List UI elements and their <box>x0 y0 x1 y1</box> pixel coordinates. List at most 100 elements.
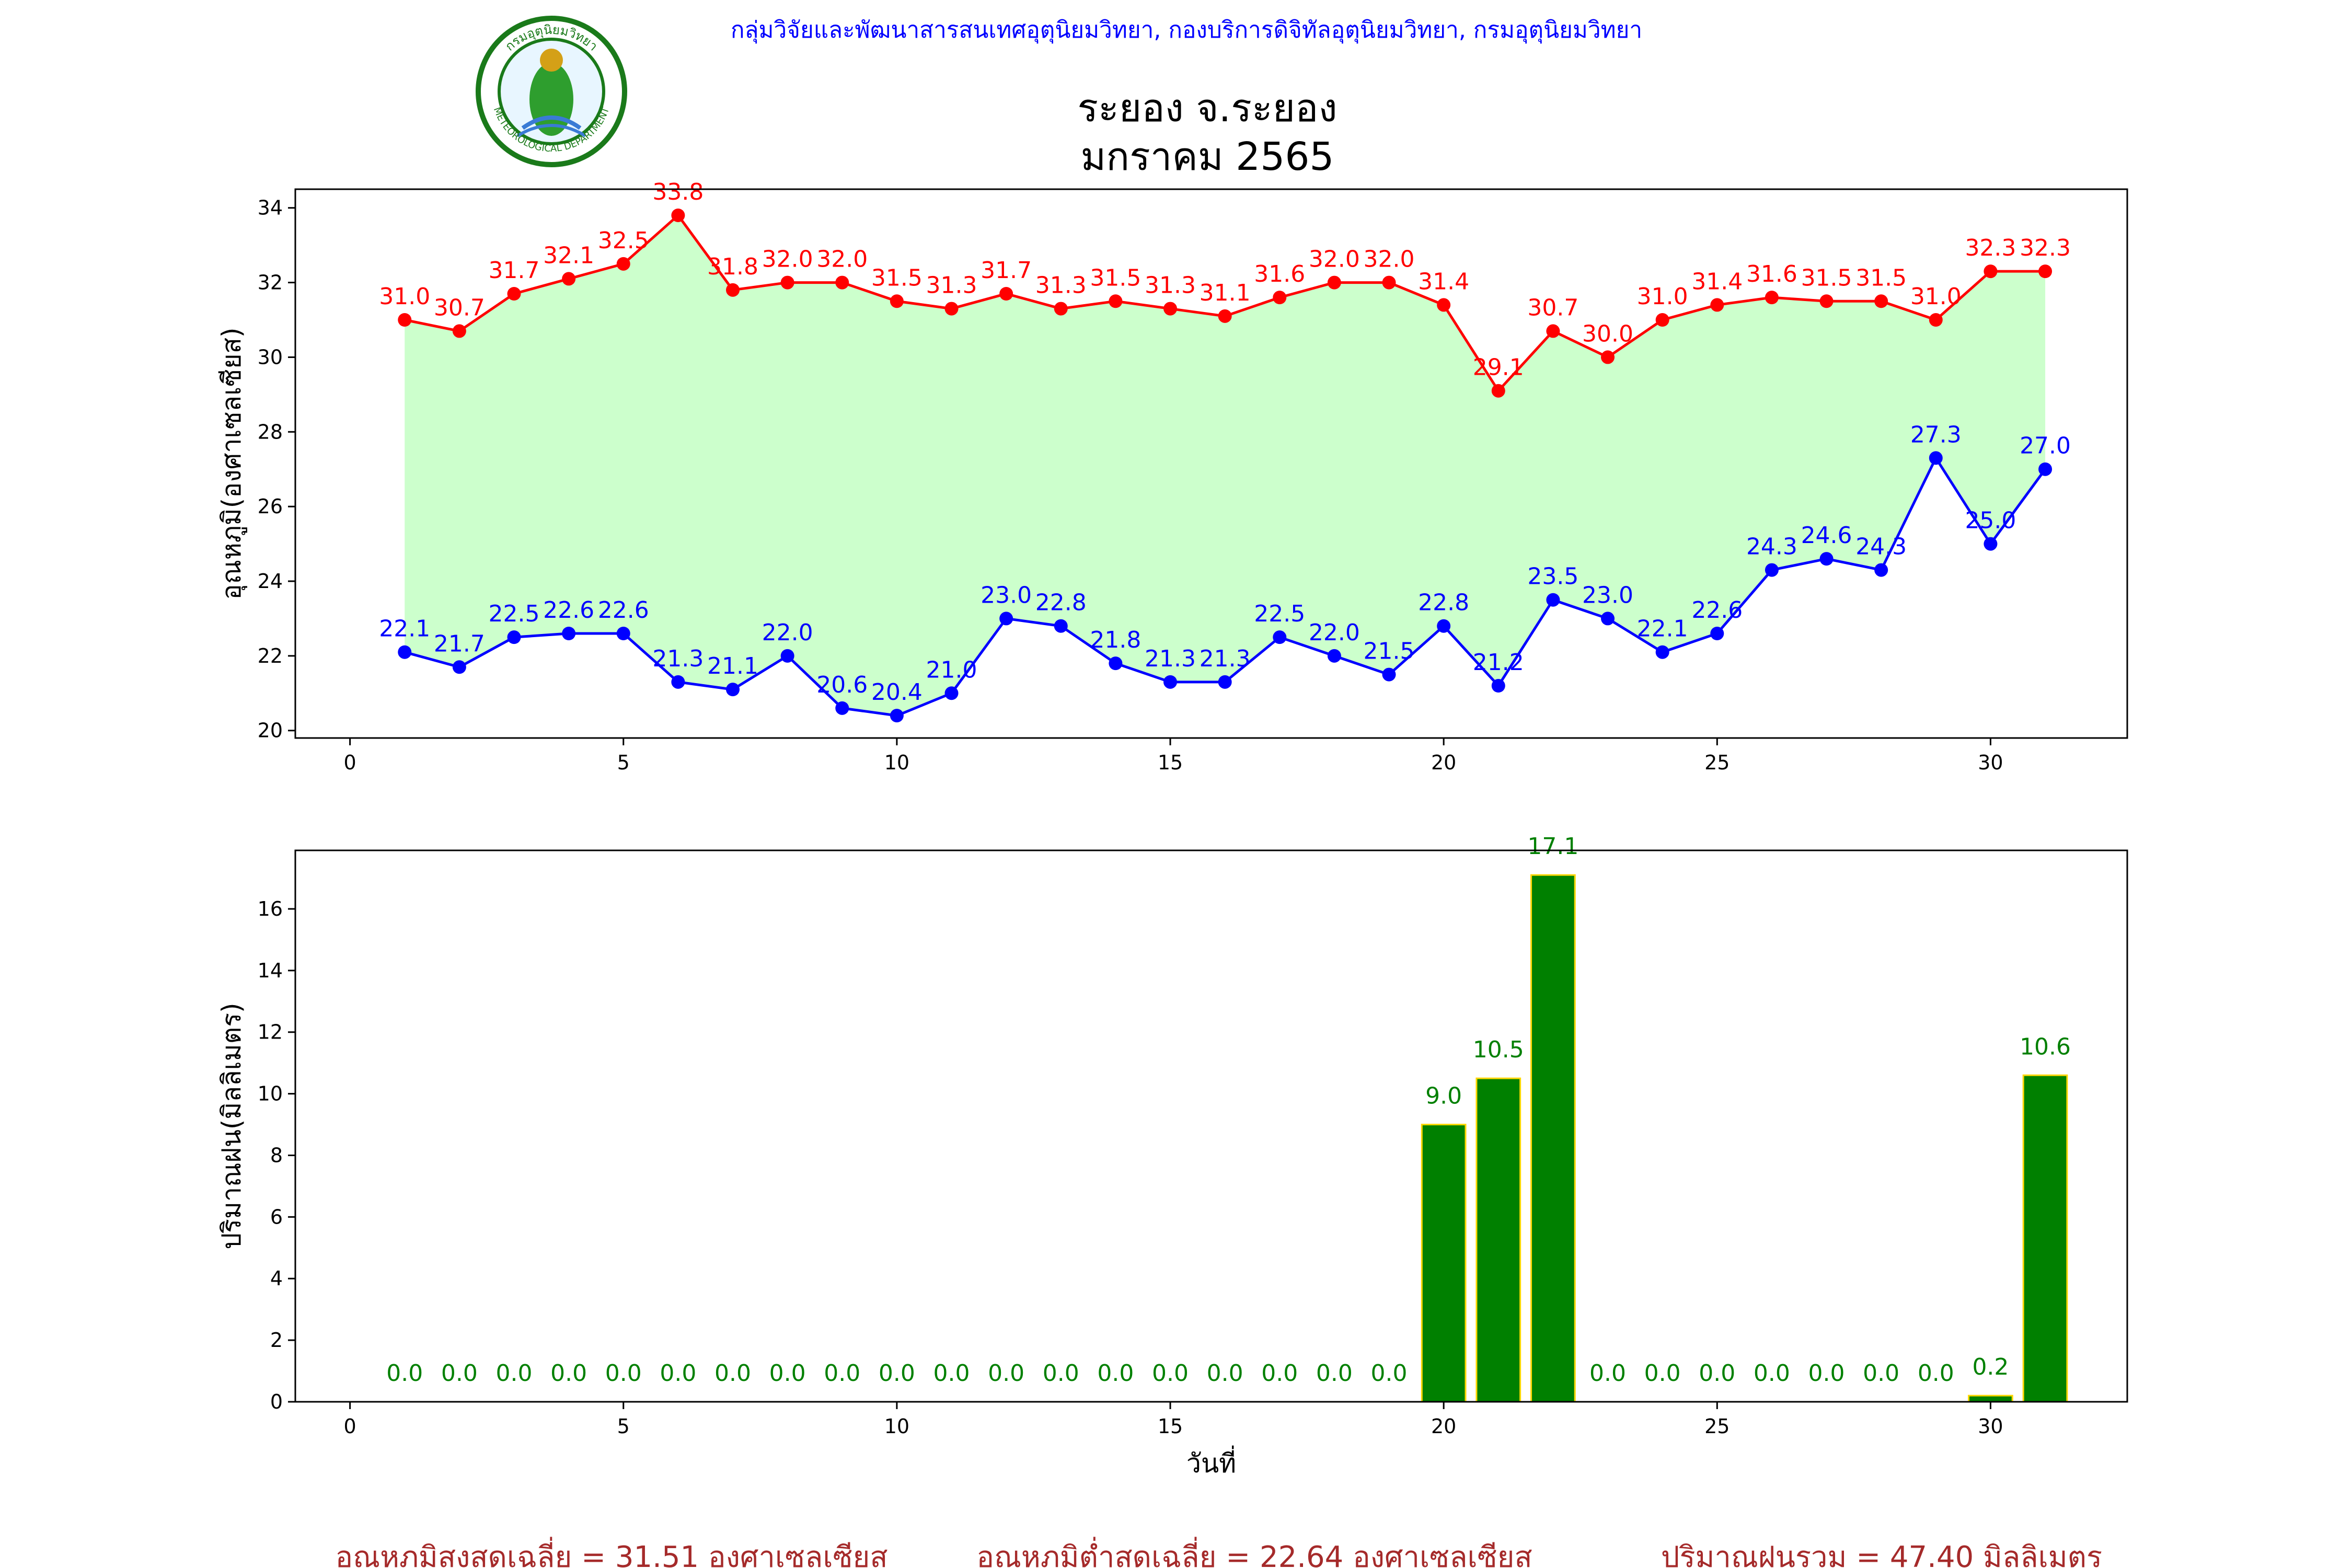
min-temp-point <box>1273 630 1287 644</box>
min-temp-value-label: 22.8 <box>1035 590 1087 616</box>
max-temp-point <box>1929 313 1943 327</box>
rain-value-label: 0.0 <box>824 1360 860 1387</box>
max-temp-value-label: 31.5 <box>1855 264 1907 291</box>
max-temp-value-label: 32.0 <box>816 246 868 273</box>
max-temp-point <box>398 313 412 327</box>
max-temp-point <box>1327 275 1341 290</box>
max-temp-value-label: 31.8 <box>707 253 758 280</box>
chart-title-line2: มกราคม 2565 <box>1080 134 1334 179</box>
temp-x-tick-label: 5 <box>617 751 630 774</box>
rain-value-label: 17.1 <box>1527 833 1578 860</box>
max-temp-value-label: 30.7 <box>1527 294 1578 321</box>
min-temp-value-label: 20.4 <box>871 679 923 706</box>
summary-total-rain: ปริมาณฝนรวม = 47.40 มิลลิเมตร <box>1661 1540 2102 1568</box>
max-temp-point <box>1437 298 1451 312</box>
rain-value-label: 0.0 <box>988 1360 1024 1387</box>
max-temp-point <box>835 275 849 290</box>
max-temp-point <box>890 294 904 308</box>
rain-value-label: 0.0 <box>1316 1360 1353 1387</box>
min-temp-value-label: 21.2 <box>1473 649 1524 676</box>
temp-x-tick-label: 0 <box>344 751 356 774</box>
rain-value-label: 0.0 <box>879 1360 915 1387</box>
min-temp-value-label: 23.0 <box>1582 582 1633 608</box>
temp-y-tick-label: 22 <box>258 644 283 667</box>
rain-value-label: 0.0 <box>1097 1360 1134 1387</box>
min-temp-value-label: 22.5 <box>489 601 540 627</box>
temp-x-tick-label: 10 <box>884 751 909 774</box>
rain-value-label: 0.0 <box>1754 1360 1790 1387</box>
rain-bar <box>1475 1077 1521 1403</box>
rain-bar <box>1530 874 1576 1403</box>
min-temp-point <box>671 675 685 689</box>
max-temp-value-label: 31.6 <box>1746 261 1797 287</box>
rain-value-label: 9.0 <box>1425 1083 1462 1110</box>
max-temp-value-label: 31.4 <box>1418 268 1469 295</box>
max-temp-point <box>562 272 576 286</box>
min-temp-point <box>1929 451 1943 465</box>
min-temp-point <box>1546 593 1560 607</box>
max-temp-point <box>1655 313 1669 327</box>
rain-value-label: 0.0 <box>550 1360 587 1387</box>
rain-x-axis-label: วันที่ <box>1186 1446 1236 1479</box>
rain-value-label: 0.2 <box>1972 1354 2009 1380</box>
rain-y-tick-label: 4 <box>270 1267 283 1290</box>
max-temp-point <box>1273 291 1287 305</box>
max-temp-point <box>1109 294 1123 308</box>
max-temp-point <box>1054 302 1068 316</box>
max-temp-value-label: 31.6 <box>1254 261 1305 287</box>
min-temp-point <box>1655 645 1669 659</box>
max-temp-value-label: 31.0 <box>1637 283 1688 310</box>
min-temp-value-label: 21.5 <box>1364 638 1415 665</box>
temperature-range-fill <box>405 215 2046 716</box>
rain-y-tick-label: 12 <box>258 1021 283 1044</box>
rain-value-label: 0.0 <box>605 1360 642 1387</box>
rain-y-tick-label: 14 <box>258 959 283 982</box>
rain-value-label: 0.0 <box>441 1360 478 1387</box>
min-temp-value-label: 24.6 <box>1801 522 1852 549</box>
max-temp-point <box>1218 309 1232 323</box>
min-temp-value-label: 22.6 <box>543 597 594 624</box>
min-temp-point <box>1601 612 1615 626</box>
rain-y-tick-label: 8 <box>270 1144 283 1167</box>
temp-x-tick-label: 20 <box>1431 751 1456 774</box>
min-temp-value-label: 21.3 <box>1145 645 1196 672</box>
rain-value-label: 0.0 <box>386 1360 423 1387</box>
rain-plot-frame <box>294 849 2128 1403</box>
min-temp-point <box>398 645 412 659</box>
min-temp-point <box>1382 667 1396 682</box>
min-temp-point <box>835 701 849 715</box>
max-temp-value-label: 32.0 <box>1309 246 1360 273</box>
max-temp-point <box>452 324 466 338</box>
meteorological-department-logo: กรมอุตุนิยมวิทยา METEOROLOGICAL DEPARTME… <box>476 16 627 167</box>
rain-value-label: 0.0 <box>1699 1360 1735 1387</box>
min-temp-point <box>616 627 630 640</box>
summary-avg-min: อุณหภูมิต่ำสุดเฉลี่ย = 22.64 องศาเซลเซีย… <box>976 1537 1532 1568</box>
min-temp-point <box>890 709 904 723</box>
min-temp-point <box>1163 675 1178 689</box>
rainfall-chart: 0.0 0.0 0.0 0.0 0.0 0.0 0.0 0.0 0.0 0.0 0.0 0.0 0.0 0… <box>216 833 2128 1479</box>
rain-value-label: 0.0 <box>1589 1360 1626 1387</box>
min-temp-value-label: 22.8 <box>1418 590 1469 616</box>
min-temp-value-label: 22.6 <box>1691 597 1743 624</box>
rain-bar <box>2022 1074 2068 1403</box>
min-temp-point <box>1491 679 1505 693</box>
rain-x-tick-label: 0 <box>344 1415 356 1438</box>
rain-y-tick-label: 2 <box>270 1329 283 1352</box>
rain-value-label: 0.0 <box>660 1360 696 1387</box>
organization-header: กลุ่มวิจัยและพัฒนาสารสนเทศอุตุนิยมวิทยา,… <box>731 17 1642 44</box>
max-temp-value-label: 31.3 <box>1145 272 1196 299</box>
temp-y-tick-label: 32 <box>258 271 283 294</box>
max-temp-point <box>999 287 1013 301</box>
rain-value-label: 0.0 <box>1152 1360 1189 1387</box>
temp-y-tick-label: 24 <box>258 570 283 593</box>
rain-value-label: 10.6 <box>2020 1033 2071 1060</box>
temp-y-tick-label: 20 <box>258 719 283 742</box>
max-temp-point <box>1874 294 1888 308</box>
max-temp-value-label: 32.0 <box>1364 246 1415 273</box>
max-temp-value-label: 31.5 <box>1801 264 1852 291</box>
rain-y-tick-label: 10 <box>258 1082 283 1105</box>
max-temp-value-label: 32.3 <box>1965 235 2016 261</box>
max-temp-value-label: 32.3 <box>2020 235 2071 261</box>
temp-x-tick-label: 15 <box>1158 751 1183 774</box>
max-temp-point <box>671 209 685 222</box>
